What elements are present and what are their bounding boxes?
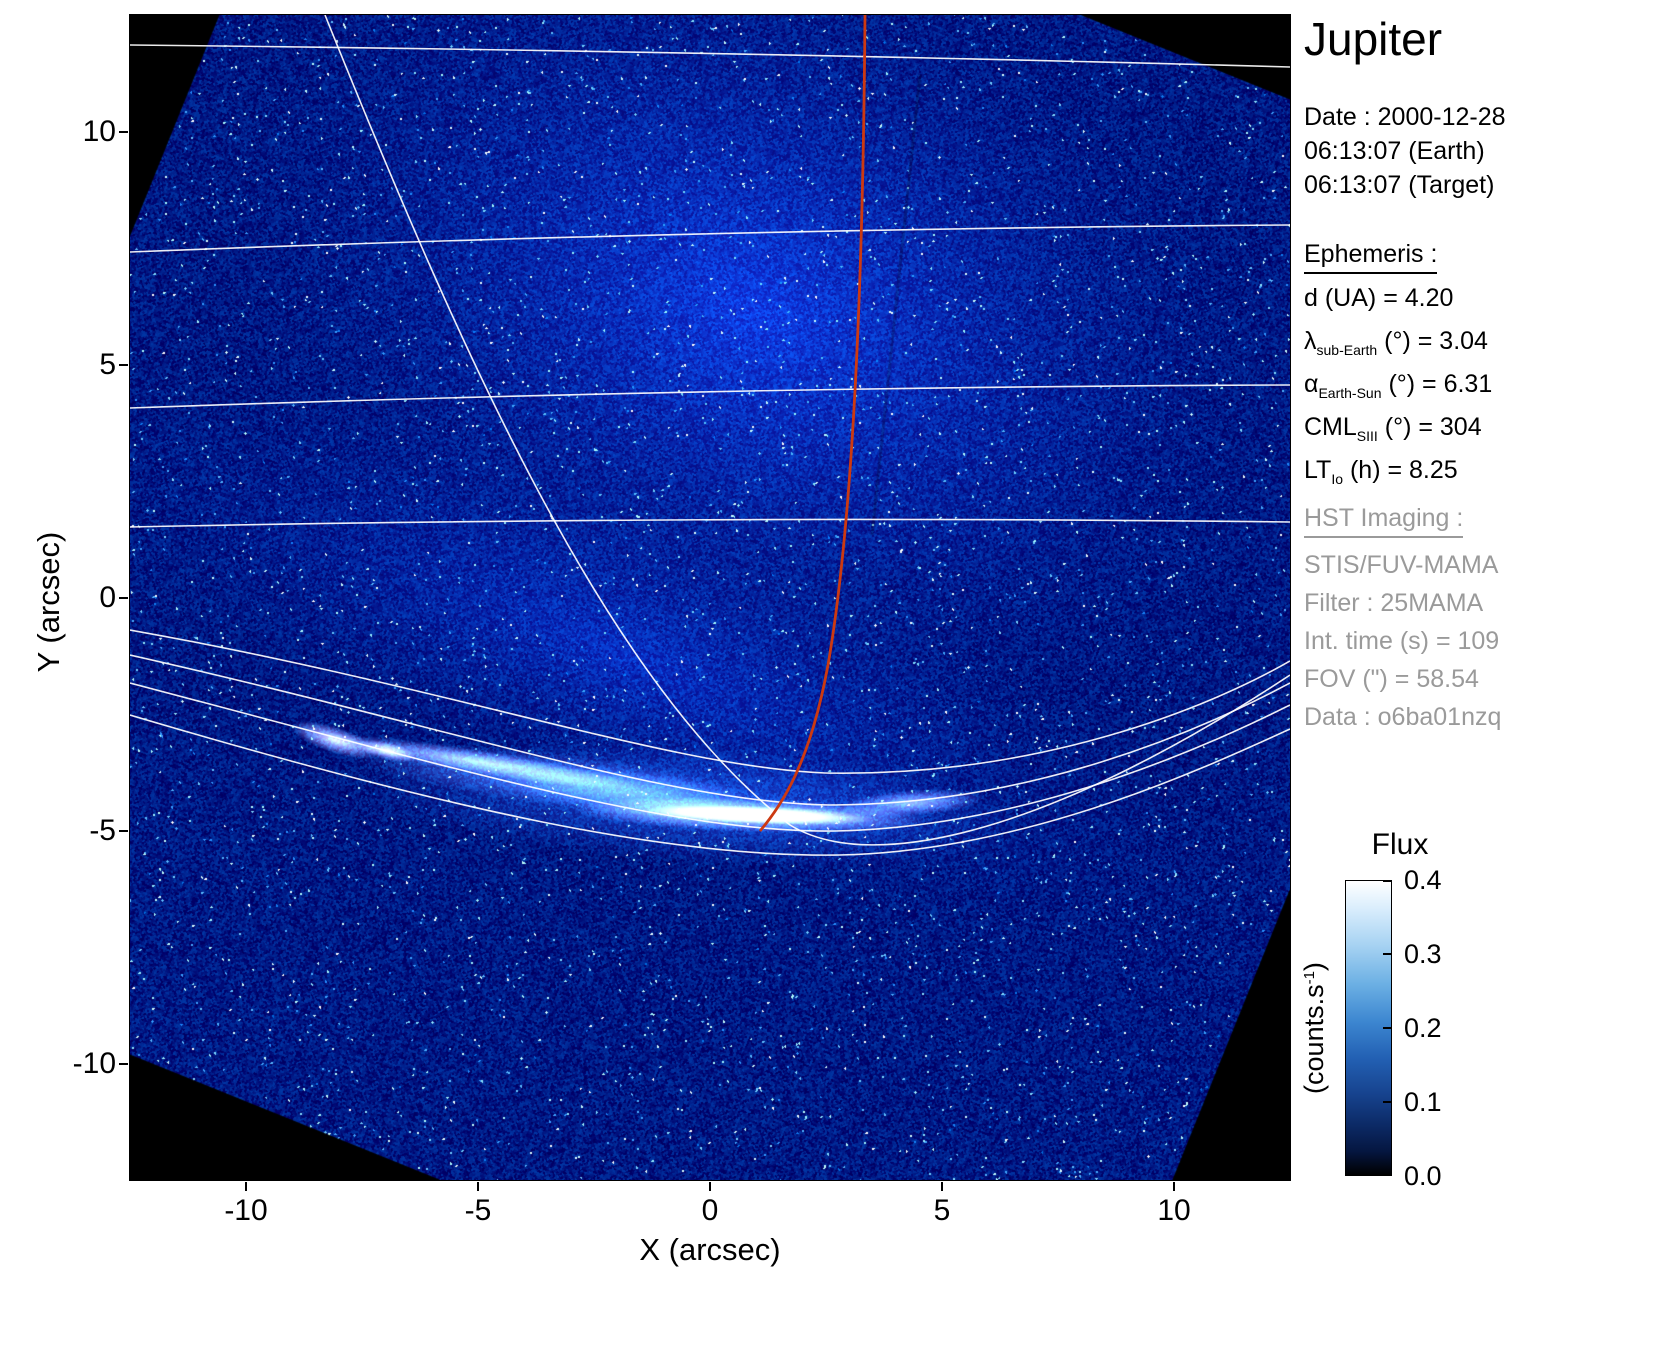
ephemeris-value: (h) = 8.25	[1343, 456, 1458, 484]
colorbar-unit-text: (counts.s	[1299, 984, 1329, 1094]
x-tick-mark	[245, 1182, 247, 1191]
hst-filter: Filter : 25MAMA	[1304, 584, 1676, 622]
colorbar-tick-label: 0.0	[1404, 1161, 1442, 1192]
ephemeris-value: (°) = 3.04	[1377, 327, 1488, 355]
ephemeris-subscript: Io	[1331, 471, 1343, 487]
y-tick-label: 5	[99, 348, 116, 382]
ephemeris-subscript: Earth-Sun	[1318, 385, 1381, 401]
colorbar-tick-mark	[1383, 1174, 1392, 1176]
y-tick-label: -5	[89, 814, 116, 848]
target-title: Jupiter	[1304, 12, 1676, 66]
planet-grid-line	[325, 15, 1290, 845]
y-tick-mark	[119, 364, 128, 366]
ephemeris-subscript: SIII	[1357, 428, 1378, 444]
ephemeris-value: (°) = 6.31	[1382, 370, 1493, 398]
ephemeris-row: λsub-Earth (°) = 3.04	[1304, 327, 1676, 358]
central-meridian-line	[760, 15, 865, 831]
x-axis-label: X (arcsec)	[130, 1232, 1290, 1268]
y-tick-mark	[119, 830, 128, 832]
colorbar-title: Flux	[1330, 828, 1470, 862]
x-tick-label: -10	[224, 1194, 267, 1228]
y-tick-label: 10	[83, 115, 116, 149]
y-axis-label: Y (arcsec)	[31, 492, 65, 712]
colorbar-unit: (counts.s-1)	[1299, 878, 1329, 1178]
ephemeris-heading: Ephemeris :	[1304, 240, 1437, 274]
ephemeris-label: α	[1304, 370, 1318, 398]
ephemeris-label: d (UA)	[1304, 284, 1383, 312]
image-plot	[129, 14, 1291, 1181]
x-tick-mark	[941, 1182, 943, 1191]
planet-grid-line	[130, 630, 1290, 773]
colorbar-tick-mark	[1383, 880, 1392, 882]
obs-time-earth: 06:13:07 (Earth)	[1304, 134, 1676, 168]
x-tick-label: 5	[934, 1194, 951, 1228]
planet-grid-line	[130, 225, 1290, 252]
ephemeris-row: LTIo (h) = 8.25	[1304, 456, 1676, 487]
colorbar-unit-text: )	[1299, 962, 1329, 971]
ephemeris-label: LT	[1304, 456, 1331, 484]
y-tick-label: 0	[99, 581, 116, 615]
ephemeris-row: CMLSIII (°) = 304	[1304, 413, 1676, 444]
planet-grid-line	[130, 715, 1290, 855]
hst-section: HST Imaging :	[1304, 504, 1676, 538]
hst-fov: FOV (") = 58.54	[1304, 660, 1676, 698]
ephemeris-section: Ephemeris :	[1304, 240, 1676, 274]
colorbar-tick-label: 0.4	[1404, 865, 1442, 896]
x-tick-mark	[477, 1182, 479, 1191]
obs-date: Date : 2000-12-28	[1304, 100, 1676, 134]
colorbar-unit-exponent: -1	[1301, 971, 1318, 984]
ephemeris-rows: d (UA) = 4.20 λsub-Earth (°) = 3.04 αEar…	[1304, 284, 1676, 499]
ephemeris-value: = 4.20	[1383, 284, 1453, 312]
info-panel: Jupiter Date : 2000-12-28 06:13:07 (Eart…	[1300, 0, 1676, 1367]
planet-grid-line	[130, 519, 1290, 527]
ephemeris-label: λ	[1304, 327, 1317, 355]
y-tick-mark	[119, 1063, 128, 1065]
colorbar-tick-mark	[1383, 953, 1392, 955]
y-tick-label: -10	[73, 1047, 116, 1081]
colorbar-tick-mark	[1383, 1027, 1392, 1029]
colorbar-tick-mark	[1383, 1101, 1392, 1103]
obs-time-target: 06:13:07 (Target)	[1304, 168, 1676, 202]
x-tick-label: 0	[702, 1194, 719, 1228]
planet-grid-line	[130, 385, 1290, 408]
hst-heading: HST Imaging :	[1304, 504, 1463, 538]
y-tick-mark	[119, 131, 128, 133]
hst-data-id: Data : o6ba01nzq	[1304, 698, 1676, 736]
ephemeris-label: CML	[1304, 413, 1357, 441]
colorbar-tick-label: 0.3	[1404, 939, 1442, 970]
colorbar-tick-label: 0.2	[1404, 1013, 1442, 1044]
planet-grid-line	[130, 45, 1290, 67]
ephemeris-value: (°) = 304	[1378, 413, 1482, 441]
x-tick-label: -5	[465, 1194, 492, 1228]
hst-int-time: Int. time (s) = 109	[1304, 622, 1676, 660]
ephemeris-subscript: sub-Earth	[1317, 342, 1378, 358]
colorbar-tick-label: 0.1	[1404, 1087, 1442, 1118]
hst-instrument: STIS/FUV-MAMA	[1304, 546, 1676, 584]
hst-info-lines: STIS/FUV-MAMA Filter : 25MAMA Int. time …	[1304, 546, 1676, 736]
x-tick-mark	[1173, 1182, 1175, 1191]
ephemeris-row: αEarth-Sun (°) = 6.31	[1304, 370, 1676, 401]
ephemeris-row: d (UA) = 4.20	[1304, 284, 1676, 315]
observation-block: Date : 2000-12-28 06:13:07 (Earth) 06:13…	[1304, 100, 1676, 202]
planet-grid-line	[130, 655, 1290, 805]
grid-overlay	[130, 15, 1290, 1180]
x-tick-mark	[709, 1182, 711, 1191]
figure: X (arcsec) Y (arcsec) Jupiter Date : 200…	[0, 0, 1676, 1367]
y-tick-mark	[119, 597, 128, 599]
x-tick-label: 10	[1157, 1194, 1190, 1228]
